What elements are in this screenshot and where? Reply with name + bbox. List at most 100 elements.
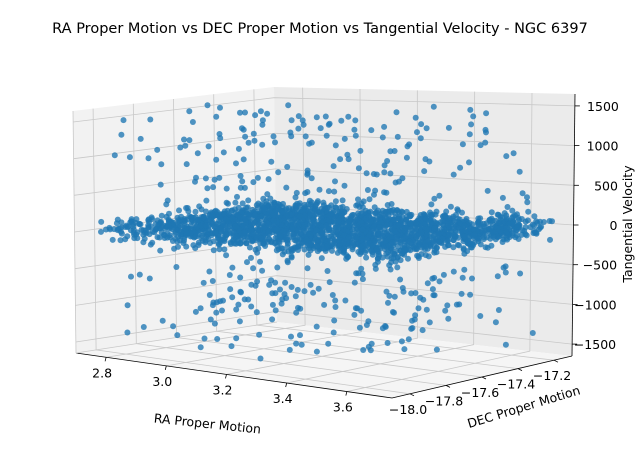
data-point <box>379 134 386 141</box>
x-tick-label: 3.6 <box>333 400 353 415</box>
data-point <box>391 309 397 316</box>
data-point <box>295 125 302 132</box>
x-tick <box>345 391 348 396</box>
data-point <box>462 227 469 234</box>
data-point <box>529 330 536 336</box>
data-point <box>241 233 247 240</box>
x-tick <box>285 382 288 388</box>
data-point <box>128 273 134 280</box>
data-point <box>418 121 425 128</box>
data-point <box>274 226 281 233</box>
data-point <box>288 117 295 124</box>
data-point <box>145 222 152 229</box>
data-point <box>201 335 208 342</box>
data-point <box>140 324 147 330</box>
data-point <box>435 231 442 238</box>
data-point <box>461 233 468 240</box>
data-point <box>259 117 266 124</box>
data-point <box>351 311 358 318</box>
data-point <box>245 139 252 146</box>
data-point <box>467 106 474 113</box>
data-point <box>240 156 247 163</box>
data-point <box>202 228 209 235</box>
x-tick-label: 3.2 <box>213 382 233 397</box>
data-point <box>292 293 299 300</box>
x-axis-line <box>75 352 393 399</box>
data-point <box>408 290 415 297</box>
data-point <box>175 243 181 250</box>
data-point <box>192 208 199 215</box>
data-point <box>233 335 240 342</box>
data-point <box>531 222 538 229</box>
data-point <box>339 197 346 204</box>
data-point <box>355 270 362 277</box>
data-point <box>423 226 430 233</box>
axis-ticks: 2.8 3.0 3.2 3.4 3.6 −18.0−17.8−17.6−17.4−17.2… <box>92 99 619 417</box>
data-point <box>203 197 210 204</box>
data-point <box>492 319 499 326</box>
data-point <box>330 329 337 336</box>
data-point <box>372 261 379 268</box>
data-point <box>249 206 256 213</box>
data-point <box>253 309 260 316</box>
data-point <box>363 322 370 328</box>
data-point <box>504 236 511 243</box>
data-point <box>359 242 366 249</box>
data-point <box>406 238 413 245</box>
data-point <box>325 121 332 128</box>
x-gridline <box>226 90 418 375</box>
data-point <box>332 297 339 304</box>
data-point <box>308 175 315 182</box>
data-point <box>362 247 369 254</box>
z-tick-label: 500 <box>594 178 618 193</box>
data-point <box>509 207 516 214</box>
data-point <box>355 165 362 172</box>
data-point <box>297 332 303 339</box>
data-point <box>471 227 478 234</box>
x-tick-label: 3.4 <box>273 391 293 406</box>
data-point <box>209 278 216 284</box>
data-point <box>293 340 300 347</box>
data-point <box>399 285 406 291</box>
data-point <box>454 206 461 213</box>
data-point <box>276 239 283 246</box>
data-point <box>453 211 459 218</box>
data-point <box>280 228 287 235</box>
data-point <box>234 193 240 200</box>
data-point <box>227 286 234 293</box>
data-point <box>514 223 521 230</box>
data-point <box>367 217 374 224</box>
data-point <box>523 232 530 239</box>
data-point <box>241 238 248 244</box>
y-tick-label: −18.0 <box>389 402 427 417</box>
data-point <box>459 141 466 148</box>
data-point <box>446 223 453 230</box>
floor-pane <box>76 322 572 398</box>
data-point <box>235 145 242 152</box>
data-point <box>374 230 381 237</box>
data-point <box>212 229 219 236</box>
data-point <box>366 232 372 239</box>
data-point <box>279 245 286 252</box>
data-point <box>482 244 489 251</box>
data-point <box>204 102 211 109</box>
data-point <box>467 244 474 251</box>
data-point <box>387 233 394 240</box>
data-point <box>147 241 154 248</box>
data-point <box>231 240 238 247</box>
data-points <box>98 102 555 362</box>
data-point <box>223 185 230 192</box>
data-point <box>277 233 284 240</box>
y-tick <box>517 368 523 371</box>
data-point <box>445 315 452 322</box>
data-point <box>217 135 224 142</box>
data-point <box>268 158 275 165</box>
data-point <box>177 229 184 236</box>
data-point <box>216 246 223 253</box>
data-point <box>120 117 127 124</box>
data-point <box>386 292 393 299</box>
data-point <box>381 162 388 169</box>
data-point <box>194 150 201 157</box>
data-point <box>503 225 510 232</box>
data-point <box>478 228 485 235</box>
